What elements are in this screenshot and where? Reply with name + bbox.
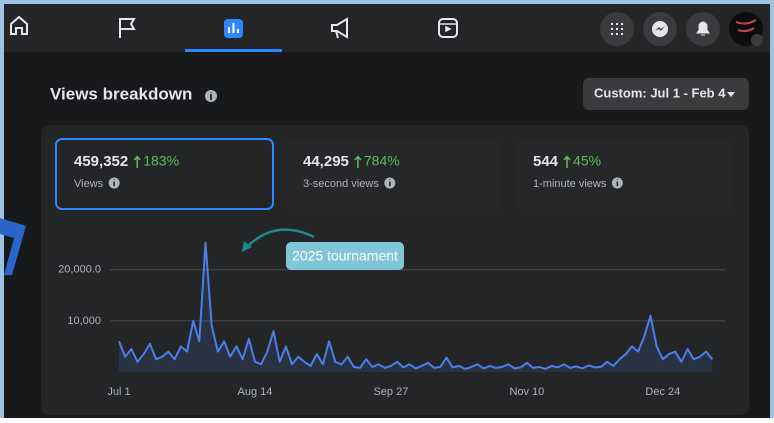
metric-tab[interactable] bbox=[287, 139, 501, 209]
date-filter-label: Custom: Jul 1 - Feb 4 bbox=[594, 85, 726, 100]
x-tick-label: Jul 1 bbox=[107, 386, 130, 398]
annotation: 2025 tournament bbox=[292, 248, 398, 264]
screen: Views breakdown Custom: Jul 1 - Feb 4 45… bbox=[0, 0, 774, 418]
account-caret[interactable] bbox=[751, 34, 763, 46]
menu-icon bbox=[611, 23, 623, 35]
metric-tab-selected[interactable] bbox=[56, 139, 273, 209]
section-title: Views breakdown bbox=[50, 84, 192, 103]
metric-value: 44,295 bbox=[303, 153, 349, 170]
metric-label: 1-minute views bbox=[533, 178, 607, 190]
page: Views breakdown Custom: Jul 1 - Feb 4 45… bbox=[0, 0, 774, 418]
metric-change: 784% bbox=[364, 153, 400, 169]
metric-tab[interactable] bbox=[517, 139, 733, 209]
x-tick-label: Nov 10 bbox=[509, 386, 544, 398]
active-tab-indicator bbox=[185, 49, 282, 52]
x-tick-label: Aug 14 bbox=[238, 386, 273, 398]
y-tick-label: 10,000 bbox=[67, 315, 101, 327]
x-tick-label: Sep 27 bbox=[373, 386, 408, 398]
y-tick-label: 20,000.0 bbox=[58, 264, 101, 276]
metric-change: 45% bbox=[573, 153, 601, 169]
metric-label: Views bbox=[74, 178, 104, 190]
metric-value: 459,352 bbox=[74, 153, 128, 170]
metric-label: 3-second views bbox=[303, 178, 379, 190]
metric-value: 544 bbox=[533, 153, 559, 170]
metric-change: 183% bbox=[143, 153, 179, 169]
x-tick-label: Dec 24 bbox=[645, 386, 680, 398]
